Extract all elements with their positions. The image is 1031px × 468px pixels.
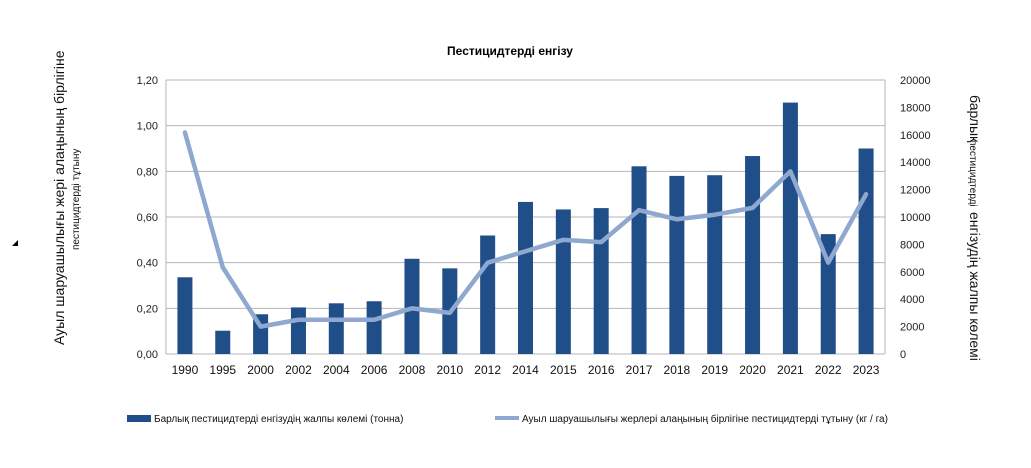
bar [328, 303, 344, 354]
x-tick-label: 2008 [399, 363, 426, 377]
bar [177, 277, 193, 354]
bar [782, 102, 798, 354]
left-tick-label: 0,20 [137, 303, 158, 315]
right-tick-label: 4000 [900, 294, 924, 306]
right-tick-label: 0 [900, 349, 906, 361]
line-path [182, 130, 869, 329]
x-tick-label: 1990 [172, 363, 199, 377]
left-tick-label: 1,00 [137, 121, 158, 133]
x-tick-label: 2010 [436, 363, 463, 377]
x-tick-label: 2021 [777, 363, 804, 377]
left-tick-label: 1,20 [137, 75, 158, 87]
right-tick-label: 6000 [900, 267, 924, 279]
right-tick-label: 18000 [900, 102, 931, 114]
x-tick-label: 2022 [815, 363, 842, 377]
corner-marker-icon [12, 240, 18, 246]
bar [707, 175, 723, 354]
bar [555, 209, 571, 354]
left-axis-title-line1: Ауыл шаруашылығы жері алаңының бірлігіне [51, 50, 67, 345]
bar [745, 156, 761, 354]
bar [858, 148, 874, 354]
bar [593, 208, 609, 354]
legend-bar-swatch [127, 415, 151, 422]
left-axis-title-line2: пестицидтерді тұтыну [71, 149, 82, 250]
right-axis-title-line2: пестицидтерді [967, 140, 978, 207]
legend: Барлық пестицидтерді енгізудің жалпы көл… [127, 413, 888, 425]
x-tick-label: 2014 [512, 363, 539, 377]
bar [631, 166, 647, 354]
right-tick-label: 14000 [900, 157, 931, 169]
left-axis-ticks: 0,00 0,20 0,40 0,60 0,80 1,00 1,20 [137, 75, 158, 361]
right-tick-label: 2000 [900, 322, 924, 334]
left-tick-label: 0,60 [137, 212, 158, 224]
bar [290, 307, 306, 354]
legend-bar-label: Барлық пестицидтерді енгізудің жалпы көл… [154, 414, 403, 425]
x-tick-label: 2012 [474, 363, 501, 377]
right-tick-label: 20000 [900, 75, 931, 87]
right-tick-label: 10000 [900, 212, 931, 224]
x-axis-ticks: 1990 1995 2000 2002 2004 2006 2008 2010 2012 2014… [172, 363, 880, 377]
x-tick-label: 2004 [323, 363, 350, 377]
x-tick-label: 2000 [247, 363, 274, 377]
right-tick-label: 16000 [900, 130, 931, 142]
chart-title: Пестицидтерді енгізу [447, 44, 573, 58]
left-tick-label: 0,00 [137, 349, 158, 361]
left-tick-label: 0,80 [137, 166, 158, 178]
x-tick-label: 2016 [588, 363, 615, 377]
right-tick-label: 8000 [900, 239, 924, 251]
right-axis-ticks: 0 2000 4000 6000 8000 10000 12000 14000 16000 180… [900, 75, 931, 361]
bar [480, 235, 496, 354]
x-tick-label: 2017 [626, 363, 653, 377]
bar [518, 201, 533, 354]
x-tick-label: 1995 [209, 363, 236, 377]
x-tick-label: 2002 [285, 363, 312, 377]
bar [215, 330, 231, 354]
legend-line-label: Ауыл шаруашылығы жерлері алаңының бірліг… [522, 413, 888, 425]
x-tick-label: 2019 [701, 363, 728, 377]
x-tick-label: 2023 [853, 363, 880, 377]
right-axis-title-line3: енгізудің жалпы көлемі [967, 212, 983, 361]
x-tick-label: 2006 [361, 363, 388, 377]
left-tick-label: 0,40 [137, 258, 158, 270]
x-tick-label: 2020 [739, 363, 766, 377]
bar [669, 175, 685, 354]
bar-series [177, 102, 874, 354]
x-tick-label: 2018 [664, 363, 691, 377]
right-tick-label: 12000 [900, 185, 931, 197]
right-axis-title-line1: барлық [967, 95, 983, 143]
bar [366, 301, 382, 354]
line-series [182, 130, 869, 329]
x-tick-label: 2015 [550, 363, 577, 377]
bar [820, 234, 836, 354]
